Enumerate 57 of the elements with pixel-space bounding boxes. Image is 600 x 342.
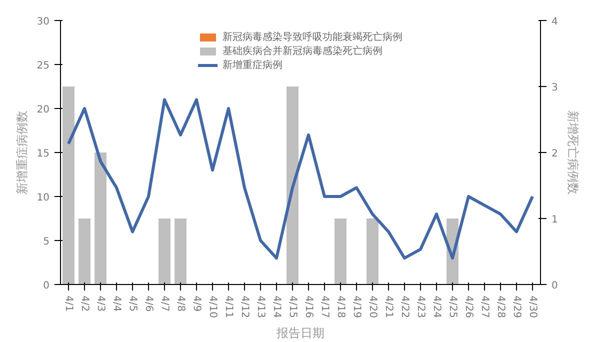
x-tick-label: 4/12 bbox=[239, 296, 250, 318]
y2-tick-label: 3 bbox=[552, 82, 558, 94]
y-tick-label: 0 bbox=[43, 280, 50, 292]
y-tick-label: 30 bbox=[36, 16, 50, 28]
bar bbox=[158, 218, 170, 284]
x-tick-label: 4/13 bbox=[255, 296, 266, 318]
x-tick-label: 4/15 bbox=[287, 296, 298, 318]
x-tick-label: 4/30 bbox=[527, 296, 538, 318]
x-tick-label: 4/6 bbox=[143, 296, 154, 312]
x-tick-label: 4/11 bbox=[223, 296, 234, 318]
bar bbox=[174, 218, 186, 284]
legend-label: 基础疾病合并新冠病毒感染死亡病例 bbox=[222, 44, 382, 58]
x-tick-label: 4/23 bbox=[415, 296, 426, 318]
y2-tick-label: 1 bbox=[552, 214, 558, 226]
x-tick-label: 4/1 bbox=[63, 296, 74, 312]
bar bbox=[286, 86, 298, 284]
x-tick-label: 4/4 bbox=[111, 296, 122, 312]
x-tick-label: 4/14 bbox=[271, 296, 282, 318]
y2-tick-label: 2 bbox=[552, 148, 558, 160]
y-tick-label: 25 bbox=[36, 60, 50, 72]
y-axis-title: 新增重症病例数 bbox=[14, 110, 29, 194]
x-tick-label: 4/16 bbox=[303, 296, 314, 318]
y-tick-label: 5 bbox=[43, 236, 50, 248]
x-tick-label: 4/24 bbox=[431, 296, 442, 318]
x-tick-label: 4/8 bbox=[175, 296, 186, 312]
x-tick-label: 4/29 bbox=[511, 296, 522, 318]
x-tick-label: 4/3 bbox=[95, 296, 106, 312]
bar bbox=[62, 86, 74, 284]
y-tick-label: 20 bbox=[36, 104, 50, 116]
x-tick-label: 4/26 bbox=[463, 296, 474, 318]
x-tick-label: 4/9 bbox=[191, 296, 202, 312]
bar bbox=[366, 218, 378, 284]
bar bbox=[78, 218, 90, 284]
x-tick-label: 4/18 bbox=[335, 296, 346, 318]
line-series bbox=[67, 98, 534, 260]
x-tick-label: 4/7 bbox=[159, 296, 170, 312]
x-tick-label: 4/22 bbox=[399, 296, 410, 318]
x-tick-label: 4/21 bbox=[383, 296, 394, 318]
y-tick-label: 10 bbox=[36, 192, 50, 204]
x-tick-label: 4/17 bbox=[319, 296, 330, 318]
y2-tick-label: 0 bbox=[552, 280, 558, 292]
bar bbox=[94, 152, 106, 284]
x-tick-label: 4/25 bbox=[447, 296, 458, 318]
x-tick-label: 4/2 bbox=[79, 296, 90, 312]
legend-label: 新增重症病例 bbox=[222, 58, 282, 72]
x-tick-label: 4/28 bbox=[495, 296, 506, 318]
y-tick-label: 15 bbox=[36, 148, 50, 160]
y2-axis-title: 新增死亡病例数 bbox=[566, 110, 580, 194]
x-axis-title: 报告日期 bbox=[276, 326, 324, 340]
x-tick-label: 4/10 bbox=[207, 296, 218, 318]
x-tick-label: 4/27 bbox=[479, 296, 490, 318]
x-tick-label: 4/19 bbox=[351, 296, 362, 318]
y2-tick-label: 4 bbox=[552, 16, 558, 28]
bar bbox=[334, 218, 346, 284]
x-tick-label: 4/20 bbox=[367, 296, 378, 318]
legend-label: 新冠病毒感染导致呼吸功能衰竭死亡病例 bbox=[222, 30, 402, 44]
x-tick-label: 4/5 bbox=[127, 296, 138, 312]
